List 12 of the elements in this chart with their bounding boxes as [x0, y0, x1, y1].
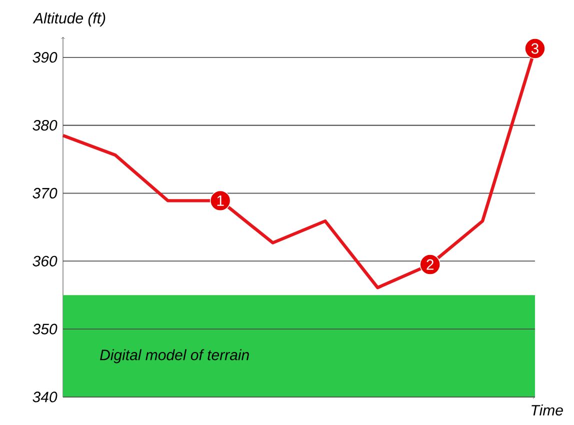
annotation: 3	[531, 43, 538, 54]
y-tick-label: 380	[32, 120, 58, 131]
y-tick-label: 350	[32, 324, 58, 334]
y-tick-label: 360	[32, 256, 58, 266]
band-label: Digital model of terrain	[100, 349, 249, 364]
y-tick-label: 370	[32, 188, 58, 199]
annotation: 2	[426, 259, 434, 270]
annotation: 1	[217, 196, 224, 206]
y-axis-title: Altitude (ft)	[32, 12, 106, 26]
y-tick-label: 340	[32, 392, 58, 402]
y-tick-label: 390	[32, 52, 58, 63]
x-axis-title: Time	[532, 404, 563, 416]
